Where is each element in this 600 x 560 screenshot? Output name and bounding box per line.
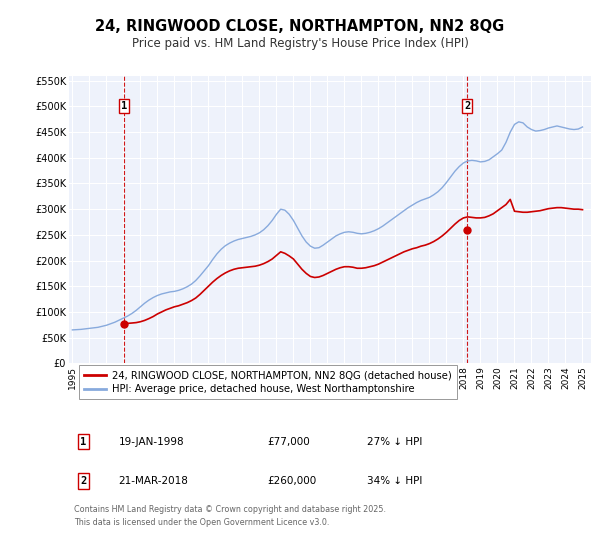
- Text: Contains HM Land Registry data © Crown copyright and database right 2025.
This d: Contains HM Land Registry data © Crown c…: [74, 505, 386, 527]
- Text: 27% ↓ HPI: 27% ↓ HPI: [367, 437, 422, 447]
- Text: 19-JAN-1998: 19-JAN-1998: [119, 437, 184, 447]
- Text: 1: 1: [80, 437, 87, 447]
- Text: 24, RINGWOOD CLOSE, NORTHAMPTON, NN2 8QG: 24, RINGWOOD CLOSE, NORTHAMPTON, NN2 8QG: [95, 19, 505, 34]
- Text: £77,000: £77,000: [268, 437, 310, 447]
- Text: Price paid vs. HM Land Registry's House Price Index (HPI): Price paid vs. HM Land Registry's House …: [131, 37, 469, 50]
- Legend: 24, RINGWOOD CLOSE, NORTHAMPTON, NN2 8QG (detached house), HPI: Average price, d: 24, RINGWOOD CLOSE, NORTHAMPTON, NN2 8QG…: [79, 366, 457, 399]
- Text: £260,000: £260,000: [268, 476, 317, 486]
- Text: 2: 2: [80, 476, 87, 486]
- Text: 1: 1: [121, 101, 127, 111]
- Text: 21-MAR-2018: 21-MAR-2018: [119, 476, 188, 486]
- Text: 2: 2: [464, 101, 470, 111]
- Text: 34% ↓ HPI: 34% ↓ HPI: [367, 476, 422, 486]
